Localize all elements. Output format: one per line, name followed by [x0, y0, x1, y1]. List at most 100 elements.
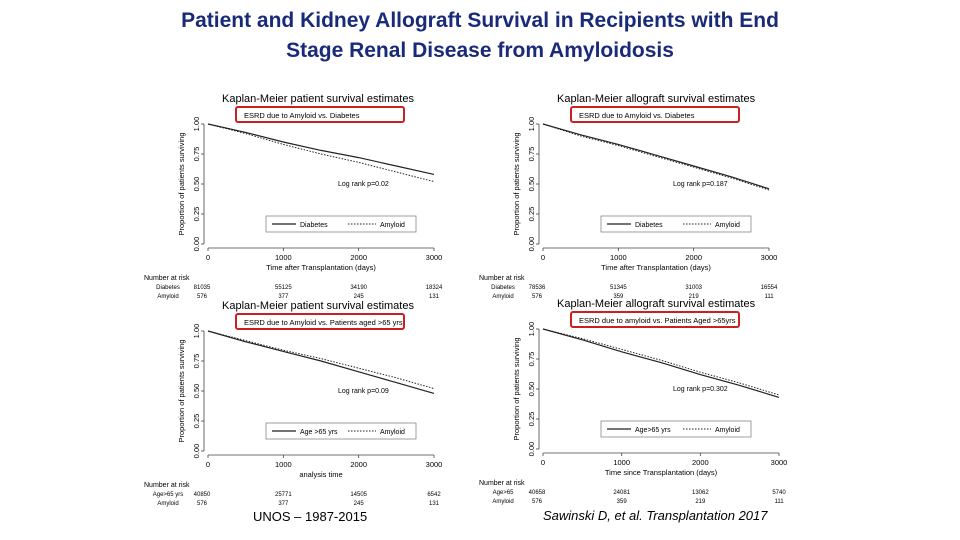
risk-value: 5740	[772, 490, 786, 496]
subtitle-highlight-box	[570, 106, 740, 123]
risk-value: 377	[278, 501, 289, 507]
risk-table-header: Number at risk	[144, 482, 190, 489]
risk-value: 219	[689, 294, 700, 300]
y-tick-label: 0.50	[527, 177, 536, 192]
y-tick-label: 1.00	[527, 322, 536, 337]
y-tick-label: 1.00	[527, 117, 536, 132]
chart-subtitle: ESRD due to amyloid vs. Patients Aged >6…	[579, 316, 736, 325]
km-chart-patient-age: Kaplan-Meier patient survival estimates E…	[144, 300, 443, 507]
legend-box	[265, 422, 417, 440]
legend-box	[600, 215, 752, 233]
legend-label: Age >65 yrs	[300, 429, 338, 436]
x-tick-label: 3000	[426, 460, 443, 469]
y-axis-label: Proportion of patients surviving	[177, 340, 186, 443]
y-tick-label: 0.00	[192, 444, 201, 459]
survival-curve-dotted	[542, 328, 780, 396]
risk-row-label: Age>65	[493, 490, 515, 496]
log-rank-annotation: Log rank p=0.187	[673, 181, 728, 188]
risk-row-label: Age>65 yrs	[153, 492, 184, 498]
risk-value: 219	[695, 499, 706, 505]
risk-value: 576	[197, 294, 208, 300]
risk-row-label: Amyloid	[157, 294, 178, 300]
risk-value: 40850	[194, 492, 211, 498]
risk-value: 14505	[350, 492, 367, 498]
legend-label: Amyloid	[380, 222, 405, 229]
x-tick-label: 1000	[610, 253, 627, 262]
risk-value: 359	[617, 499, 628, 505]
legend-label: Age>65 yrs	[635, 427, 671, 434]
chart-title: Kaplan-Meier allograft survival estimate…	[557, 93, 756, 105]
risk-value: 245	[354, 294, 365, 300]
survival-curve-solid	[207, 123, 435, 175]
risk-value: 78536	[529, 285, 546, 291]
risk-value: 377	[278, 294, 289, 300]
subtitle-highlight-box	[235, 313, 405, 330]
chart-subtitle: ESRD due to Amyloid vs. Patients aged >6…	[244, 318, 403, 327]
slide-title-line-1: Patient and Kidney Allograft Survival in…	[181, 9, 779, 32]
risk-row-label: Diabetes	[156, 285, 180, 291]
legend-label: Amyloid	[380, 429, 405, 436]
subtitle-highlight-box	[570, 311, 740, 328]
x-tick-label: 0	[206, 460, 210, 469]
risk-value: 81035	[194, 285, 211, 291]
legend-label: Amyloid	[715, 222, 740, 229]
x-axis-label: Time since Transplantation (days)	[605, 468, 718, 477]
y-tick-label: 0.50	[192, 177, 201, 192]
risk-value: 34190	[350, 285, 367, 291]
risk-value: 40658	[529, 490, 546, 496]
risk-value: 111	[774, 499, 784, 505]
x-tick-label: 3000	[426, 253, 443, 262]
x-tick-label: 1000	[613, 458, 630, 467]
risk-value: 31003	[685, 285, 702, 291]
y-tick-label: 0.25	[192, 207, 201, 222]
risk-row-label: Amyloid	[492, 294, 513, 300]
risk-row-label: Amyloid	[157, 501, 178, 507]
legend-label: Diabetes	[300, 222, 328, 229]
risk-value: 25771	[275, 492, 292, 498]
y-tick-label: 0.50	[192, 384, 201, 399]
chart-title: Kaplan-Meier allograft survival estimate…	[557, 298, 756, 310]
y-tick-label: 0.75	[527, 147, 536, 162]
x-tick-label: 1000	[275, 460, 292, 469]
y-tick-label: 1.00	[192, 324, 201, 339]
x-tick-label: 2000	[350, 460, 367, 469]
footer-source: UNOS – 1987-2015	[253, 509, 368, 524]
y-tick-label: 1.00	[192, 117, 201, 132]
risk-value: 576	[197, 501, 208, 507]
x-axis-label: Time after Transplantation (days)	[266, 263, 376, 272]
y-axis-label: Proportion of patients surviving	[177, 133, 186, 236]
survival-curve-dotted	[207, 330, 435, 390]
y-tick-label: 0.25	[192, 414, 201, 429]
footer-citation: Sawinski D, et al. Transplantation 2017	[543, 508, 768, 523]
chart-subtitle: ESRD due to Amyloid vs. Diabetes	[244, 111, 360, 120]
x-tick-label: 0	[206, 253, 210, 262]
slide-title: Patient and Kidney Allograft Survival in…	[0, 6, 960, 66]
y-axis-label: Proportion of patients surviving	[512, 133, 521, 236]
survival-curve-dotted	[542, 123, 770, 191]
risk-value: 24081	[613, 490, 630, 496]
x-tick-label: 0	[541, 253, 545, 262]
risk-value: 6542	[427, 492, 441, 498]
km-chart-patient-diabetes: Kaplan-Meier patient survival estimates E…	[144, 93, 443, 300]
survival-curve-solid	[542, 123, 770, 190]
risk-table-header: Number at risk	[479, 480, 525, 487]
risk-row-label: Diabetes	[491, 285, 515, 291]
x-axis-label: Time after Transplantation (days)	[601, 263, 711, 272]
legend-box	[600, 420, 752, 438]
y-axis-label: Proportion of patients surviving	[512, 338, 521, 441]
y-tick-label: 0.00	[527, 237, 536, 252]
y-tick-label: 0.50	[527, 382, 536, 397]
risk-value: 55125	[275, 285, 292, 291]
legend-label: Diabetes	[635, 222, 663, 229]
risk-value: 51345	[610, 285, 627, 291]
survival-curve-solid	[207, 330, 435, 394]
y-tick-label: 0.75	[192, 147, 201, 162]
x-tick-label: 3000	[761, 253, 778, 262]
risk-value: 13062	[692, 490, 709, 496]
slide-title-line-2: Stage Renal Disease from Amyloidosis	[286, 39, 674, 62]
risk-value: 576	[532, 294, 543, 300]
risk-row-label: Amyloid	[492, 499, 513, 505]
risk-value: 359	[613, 294, 624, 300]
chart-title: Kaplan-Meier patient survival estimates	[222, 300, 414, 312]
km-chart-allograft-diabetes: Kaplan-Meier allograft survival estimate…	[479, 93, 778, 300]
